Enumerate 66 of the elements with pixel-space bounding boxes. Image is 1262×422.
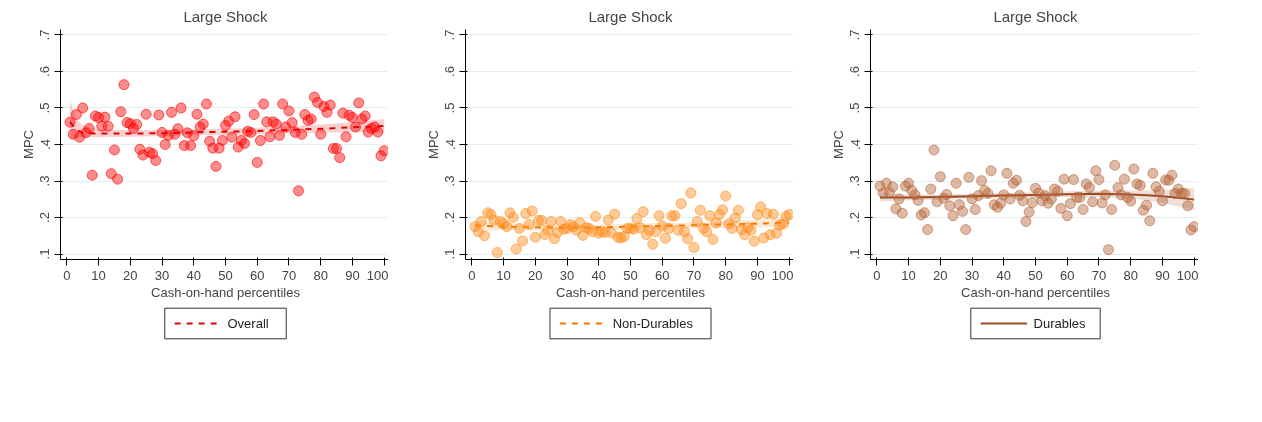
- y-tick-label: .7: [442, 29, 458, 41]
- y-tick-label: .2: [847, 212, 863, 223]
- x-tick-label: 40: [186, 267, 202, 283]
- x-tick-label: 10: [901, 267, 916, 283]
- x-tick-label: 80: [313, 267, 328, 283]
- y-tick-label: .4: [442, 139, 458, 150]
- x-tick-label: 100: [366, 267, 389, 283]
- y-tick-label: .6: [37, 66, 53, 77]
- x-tick-label: 90: [750, 267, 765, 283]
- y-tick-label: .1: [442, 248, 458, 260]
- x-tick-label: 40: [591, 267, 607, 283]
- y-tick-label: .7: [847, 29, 863, 41]
- y-tick-label: .3: [442, 175, 458, 187]
- y-tick-label: .4: [847, 139, 863, 150]
- x-tick-label: 10: [496, 267, 511, 283]
- x-tick-label: 100: [1176, 267, 1199, 283]
- x-tick-label: 60: [1060, 267, 1075, 283]
- x-tick-label: 20: [528, 267, 543, 283]
- x-tick-label: 50: [218, 267, 233, 283]
- x-tick-label: 50: [1028, 267, 1043, 283]
- x-axis-title: Cash-on-hand percentiles: [961, 284, 1111, 300]
- legend-label: Overall: [227, 316, 269, 331]
- x-axis-title: Cash-on-hand percentiles: [151, 284, 301, 300]
- x-tick-label: 80: [1123, 267, 1138, 283]
- y-tick-label: .1: [37, 248, 53, 260]
- y-tick-label: .5: [847, 102, 863, 114]
- y-axis-title: MPC: [20, 130, 36, 159]
- y-tick-label: .6: [847, 66, 863, 77]
- legend-label: Non-Durables: [612, 316, 694, 331]
- y-tick-label: .4: [37, 139, 53, 150]
- x-tick-label: 100: [771, 267, 794, 283]
- x-tick-label: 90: [1155, 267, 1170, 283]
- x-tick-label: 30: [964, 267, 980, 283]
- x-tick-label: 0: [873, 267, 881, 283]
- x-tick-label: 0: [63, 267, 71, 283]
- x-tick-label: 20: [933, 267, 948, 283]
- y-tick-label: .2: [442, 212, 458, 223]
- y-tick-label: .3: [37, 175, 53, 187]
- x-tick-label: 20: [123, 267, 138, 283]
- y-tick-label: .3: [847, 175, 863, 187]
- chart-title: Large Shock: [588, 7, 674, 25]
- y-tick-label: .1: [847, 248, 863, 260]
- y-tick-label: .7: [37, 29, 53, 41]
- x-tick-label: 70: [686, 267, 702, 283]
- x-tick-label: 30: [154, 267, 170, 283]
- x-tick-label: 50: [623, 267, 638, 283]
- x-tick-label: 70: [1091, 267, 1107, 283]
- x-axis-title: Cash-on-hand percentiles: [556, 284, 706, 300]
- x-tick-label: 60: [250, 267, 265, 283]
- y-axis-title: MPC: [830, 130, 846, 159]
- x-tick-label: 80: [718, 267, 733, 283]
- x-tick-label: 60: [655, 267, 670, 283]
- x-tick-label: 70: [281, 267, 297, 283]
- y-axis-title: MPC: [425, 130, 441, 159]
- y-tick-label: .6: [442, 66, 458, 77]
- y-tick-label: .5: [442, 102, 458, 114]
- x-tick-label: 30: [559, 267, 575, 283]
- x-tick-label: 10: [91, 267, 106, 283]
- chart-title: Large Shock: [183, 7, 269, 25]
- x-tick-label: 90: [345, 267, 360, 283]
- y-tick-label: .2: [37, 212, 53, 223]
- legend-label: Durables: [1033, 316, 1087, 331]
- chart-title: Large Shock: [993, 7, 1079, 25]
- y-tick-label: .5: [37, 102, 53, 114]
- x-tick-label: 0: [468, 267, 476, 283]
- x-tick-label: 40: [996, 267, 1012, 283]
